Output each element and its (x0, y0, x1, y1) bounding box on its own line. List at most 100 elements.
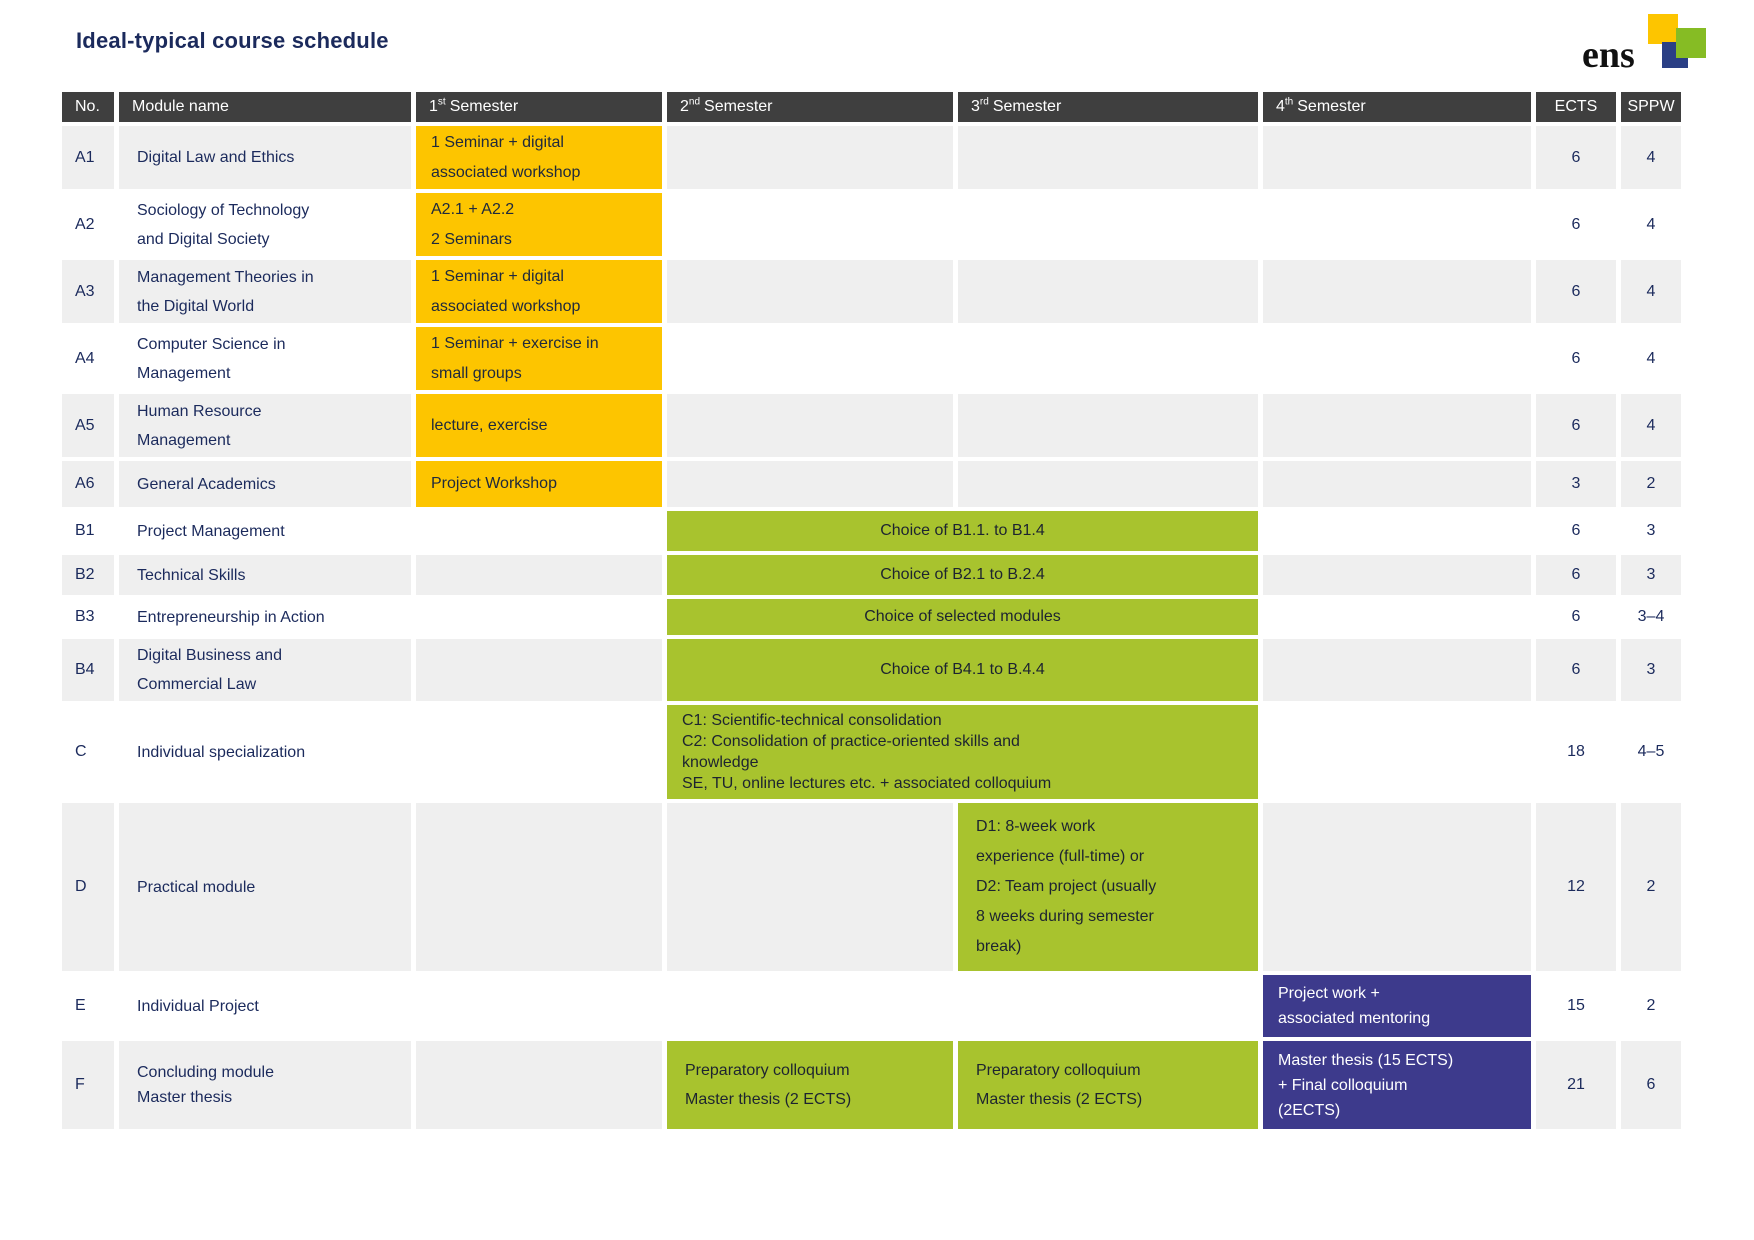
module-name: Sociology of Technology and Digital Soci… (119, 193, 411, 256)
empty-cell (667, 126, 953, 189)
ects-value: 6 (1536, 260, 1616, 323)
semester23-cell: Choice of B2.1 to B.2.4 (667, 555, 1258, 595)
ects-value: 6 (1536, 193, 1616, 256)
table-row-b3: B3 Entrepreneurship in Action Choice of … (62, 599, 1681, 635)
table-row-a5: A5 Human Resource Management lecture, ex… (62, 394, 1681, 457)
semester23-cell: Choice of B1.1. to B1.4 (667, 511, 1258, 551)
empty-cell (667, 193, 953, 256)
semester3-cell: Preparatory colloquium Master thesis (2 … (958, 1041, 1258, 1129)
module-no: A3 (62, 260, 114, 323)
sppw-value: 3–4 (1621, 599, 1681, 635)
ects-value: 12 (1536, 803, 1616, 971)
module-name: Practical module (119, 803, 411, 971)
table-row-b4: B4 Digital Business and Commercial Law C… (62, 639, 1681, 701)
empty-cell (958, 975, 1258, 1037)
header-semester-1: 1st Semester (416, 92, 662, 122)
empty-cell (416, 803, 662, 971)
semester23-cell: Choice of B4.1 to B.4.4 (667, 639, 1258, 701)
module-no: A1 (62, 126, 114, 189)
empty-cell (416, 1041, 662, 1129)
semester1-cell: 1 Seminar + digital associated workshop (416, 126, 662, 189)
ects-value: 3 (1536, 461, 1616, 507)
sppw-value: 3 (1621, 639, 1681, 701)
sppw-value: 3 (1621, 511, 1681, 551)
table-row-a3: A3 Management Theories in the Digital Wo… (62, 260, 1681, 323)
semester23-cell: C1: Scientific-technical consolidation C… (667, 705, 1258, 799)
module-name: Human Resource Management (119, 394, 411, 457)
semester1-cell: A2.1 + A2.2 2 Seminars (416, 193, 662, 256)
sppw-value: 6 (1621, 1041, 1681, 1129)
module-no: A4 (62, 327, 114, 390)
empty-cell (958, 260, 1258, 323)
empty-cell (667, 975, 953, 1037)
empty-cell (958, 327, 1258, 390)
ects-value: 6 (1536, 639, 1616, 701)
module-no: B4 (62, 639, 114, 701)
ects-value: 6 (1536, 511, 1616, 551)
semester1-cell: 1 Seminar + digital associated workshop (416, 260, 662, 323)
empty-cell (416, 639, 662, 701)
module-name: Digital Law and Ethics (119, 126, 411, 189)
empty-cell (1263, 327, 1531, 390)
ects-value: 6 (1536, 599, 1616, 635)
empty-cell (1263, 705, 1531, 799)
semester4-cell: Master thesis (15 ECTS) + Final colloqui… (1263, 1041, 1531, 1129)
empty-cell (1263, 461, 1531, 507)
module-no: D (62, 803, 114, 971)
table-row-f: F Concluding module Master thesis Prepar… (62, 1041, 1681, 1129)
module-no: B3 (62, 599, 114, 635)
ects-value: 6 (1536, 555, 1616, 595)
module-no: C (62, 705, 114, 799)
empty-cell (667, 260, 953, 323)
sppw-value: 4 (1621, 193, 1681, 256)
header-ects: ECTS (1536, 92, 1616, 122)
sppw-value: 4 (1621, 327, 1681, 390)
semester1-cell: lecture, exercise (416, 394, 662, 457)
semester4-cell: Project work + associated mentoring (1263, 975, 1531, 1037)
table-row-c: C Individual specialization C1: Scientif… (62, 705, 1681, 799)
sppw-value: 4 (1621, 126, 1681, 189)
empty-cell (1263, 126, 1531, 189)
ects-value: 15 (1536, 975, 1616, 1037)
ects-value: 6 (1536, 327, 1616, 390)
empty-cell (1263, 260, 1531, 323)
header-sppw: SPPW (1621, 92, 1681, 122)
module-no: A6 (62, 461, 114, 507)
module-name: Project Management (119, 511, 411, 551)
empty-cell (416, 511, 662, 551)
module-no: E (62, 975, 114, 1037)
table-row-a6: A6 General Academics Project Workshop 3 … (62, 461, 1681, 507)
empty-cell (1263, 394, 1531, 457)
module-no: A2 (62, 193, 114, 256)
ects-value: 6 (1536, 126, 1616, 189)
header-row: No. Module name 1st Semester 2nd Semester … (62, 92, 1681, 122)
sppw-value: 4 (1621, 260, 1681, 323)
course-schedule-table: No. Module name 1st Semester 2nd Semester … (57, 88, 1686, 1133)
module-no: A5 (62, 394, 114, 457)
empty-cell (416, 705, 662, 799)
empty-cell (416, 975, 662, 1037)
module-name: Entrepreneurship in Action (119, 599, 411, 635)
module-name: Concluding module Master thesis (119, 1041, 411, 1129)
semester1-cell: 1 Seminar + exercise in small groups (416, 327, 662, 390)
sppw-value: 2 (1621, 975, 1681, 1037)
module-name: Technical Skills (119, 555, 411, 595)
empty-cell (667, 461, 953, 507)
empty-cell (958, 193, 1258, 256)
empty-cell (1263, 639, 1531, 701)
empty-cell (1263, 555, 1531, 595)
semester23-cell: Choice of selected modules (667, 599, 1258, 635)
empty-cell (1263, 599, 1531, 635)
semester2-cell: Preparatory colloquium Master thesis (2 … (667, 1041, 953, 1129)
module-name: General Academics (119, 461, 411, 507)
table-row-a2: A2 Sociology of Technology and Digital S… (62, 193, 1681, 256)
table-row-e: E Individual Project Project work + asso… (62, 975, 1681, 1037)
empty-cell (1263, 193, 1531, 256)
empty-cell (958, 394, 1258, 457)
table-row-a4: A4 Computer Science in Management 1 Semi… (62, 327, 1681, 390)
empty-cell (667, 803, 953, 971)
semester1-cell: Project Workshop (416, 461, 662, 507)
header-semester-4: 4th Semester (1263, 92, 1531, 122)
header-no: No. (62, 92, 114, 122)
empty-cell (958, 126, 1258, 189)
